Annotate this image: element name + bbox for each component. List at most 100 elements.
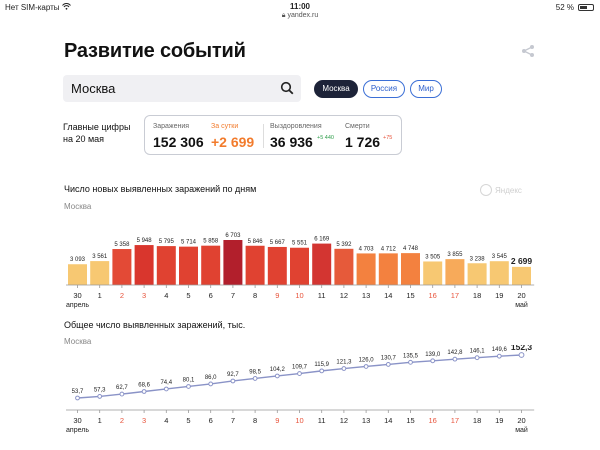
point-value-label: 149,6 [492, 347, 508, 353]
share-icon[interactable] [521, 44, 535, 58]
total-cases-chart: 53,7 57,3 62,7 68,6 74,4 80,1 86,0 92,7 98,5 104,… [66, 345, 535, 434]
x-tick-label: 30 [73, 291, 81, 300]
battery-fill [580, 6, 588, 9]
x-tick-label: 2 [120, 291, 124, 300]
search-icon[interactable] [280, 81, 294, 95]
line-point [186, 384, 191, 389]
x-tick-label: 4 [164, 416, 168, 425]
daily-label: За сутки [211, 123, 239, 130]
x-tick-label: 8 [253, 291, 257, 300]
bar-value-label: 6 169 [314, 237, 330, 243]
bar-value-label: 5 795 [159, 239, 175, 245]
x-tick-label: 20 [517, 291, 525, 300]
x-tick-label: 17 [451, 291, 459, 300]
infected-value: 152 306 [153, 134, 204, 150]
bar-value-label: 3 545 [492, 254, 508, 260]
bar-value-label: 3 238 [470, 256, 486, 262]
bar [423, 261, 443, 285]
bar [312, 243, 332, 285]
x-tick-label: 3 [142, 416, 146, 425]
bar [267, 246, 287, 285]
x-tick-label: 16 [429, 416, 437, 425]
line-point [208, 381, 214, 387]
x-tick-label: 10 [295, 291, 303, 300]
search-value: Москва [71, 81, 116, 96]
bar-value-label: 5 358 [114, 242, 130, 248]
region-tab-world[interactable]: Мир [410, 80, 442, 98]
point-value-label: 121,3 [336, 360, 352, 366]
line-point [363, 364, 369, 369]
battery-icon [578, 4, 594, 11]
bar [245, 245, 265, 285]
yandex-label: Яндекс [495, 185, 522, 195]
x-tick-label: 19 [495, 291, 503, 300]
infected-label: Заражения [153, 123, 190, 130]
x-tick-label: 20 [517, 416, 525, 425]
total-chart-region: Москва [64, 337, 92, 346]
region-tab-russia[interactable]: Россия [363, 80, 405, 98]
point-value-label: 142,8 [447, 350, 463, 356]
line-point [252, 376, 258, 381]
x-tick-label: 6 [209, 416, 213, 425]
x-tick-label: 18 [473, 416, 481, 425]
bar-value-label: 4 703 [359, 246, 375, 252]
stats-card: Заражения 152 306 За сутки +2 699 Выздор… [144, 115, 402, 155]
bar [356, 253, 376, 285]
x-tick-label: 13 [362, 416, 370, 425]
point-value-label: 98,5 [249, 369, 261, 375]
bar [156, 246, 176, 285]
point-value-label: 115,9 [314, 362, 329, 368]
bar [334, 248, 354, 285]
carrier-status: Нет SIM-карты [5, 3, 71, 12]
line-point [474, 355, 480, 361]
x-tick-label: 14 [384, 416, 392, 425]
x-tick-label: 2 [120, 416, 124, 425]
bar-value-label: 5 846 [248, 239, 264, 245]
point-value-label: 92,7 [227, 372, 239, 378]
line-point [319, 368, 325, 374]
recovered-value: 36 936 [270, 134, 313, 150]
bar [512, 266, 531, 285]
url-label: yandex.ru [287, 12, 319, 19]
line-point [141, 389, 147, 394]
line-point [297, 371, 302, 376]
x-tick-label: 15 [406, 416, 414, 425]
point-value-label: 53,7 [72, 389, 84, 395]
month-label: май [515, 301, 528, 309]
line-point [163, 386, 169, 392]
x-tick-label: 9 [275, 291, 279, 300]
x-tick-label: 3 [142, 291, 146, 300]
bar [378, 253, 398, 285]
bar-value-label: 5 858 [203, 239, 219, 245]
point-value-label: 152,3 [511, 345, 533, 352]
search-input[interactable]: Москва [63, 75, 301, 102]
point-value-label: 74,4 [160, 380, 172, 386]
bar [290, 247, 309, 285]
x-tick-label: 11 [318, 291, 326, 300]
deaths-value: 1 726 [345, 134, 381, 150]
x-tick-label: 13 [362, 291, 370, 300]
yandex-logo-icon [480, 184, 492, 196]
yandex-watermark: Яндекс [480, 184, 522, 196]
line-point [97, 394, 103, 399]
line-point [518, 352, 525, 358]
point-value-label: 68,6 [138, 383, 150, 389]
address-bar[interactable]: 🔒︎ yandex.ru [0, 12, 600, 20]
stats-divider [263, 124, 264, 148]
point-value-label: 80,1 [183, 377, 195, 383]
point-value-label: 104,2 [270, 367, 286, 373]
region-tab-moscow[interactable]: Москва [314, 80, 358, 98]
x-tick-label: 7 [231, 291, 235, 300]
carrier-label: Нет SIM-карты [5, 3, 60, 12]
bar-value-label: 2 699 [511, 256, 533, 266]
line-point [341, 366, 347, 371]
x-tick-label: 12 [340, 291, 348, 300]
line-point [385, 362, 391, 367]
x-tick-label: 15 [406, 291, 414, 300]
month-label: май [515, 426, 528, 434]
bar-value-label: 4 748 [403, 246, 419, 252]
wifi-icon [61, 3, 71, 12]
x-tick-label: 9 [275, 416, 279, 425]
bar [179, 246, 198, 285]
point-value-label: 139,0 [425, 352, 441, 358]
